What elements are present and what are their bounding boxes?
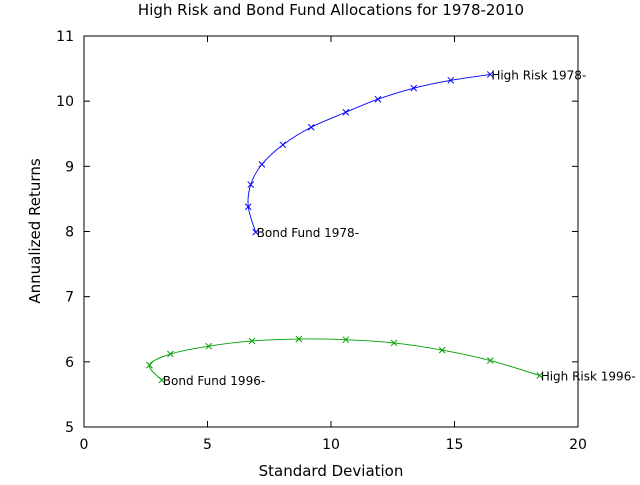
series-1 (244, 71, 494, 236)
series-layer (146, 71, 544, 384)
chart-title: High Risk and Bond Fund Allocations for … (138, 1, 524, 19)
x-tick-label: 15 (446, 437, 464, 453)
data-point-marker (486, 71, 494, 78)
data-point-marker (410, 84, 418, 92)
point-annotation: Bond Fund 1978- (257, 226, 359, 240)
data-point-marker (244, 203, 252, 211)
x-tick-label: 10 (322, 437, 340, 453)
data-point-marker (146, 361, 153, 369)
series-line (247, 74, 491, 233)
data-point-marker (167, 350, 174, 358)
annotation-layer: Bond Fund 1978- High Risk 1978- Bond Fund … (163, 68, 636, 388)
data-point-marker (374, 95, 382, 103)
data-point-marker (307, 123, 315, 131)
data-point-marker (205, 342, 213, 350)
data-point-marker (158, 376, 166, 384)
x-tick-label: 5 (203, 437, 212, 453)
y-tick-label: 11 (56, 29, 74, 45)
data-point-marker (247, 181, 255, 188)
data-point-marker (258, 161, 266, 168)
x-tick-label: 0 (80, 437, 89, 453)
data-point-marker (390, 339, 398, 347)
data-point-marker (295, 335, 303, 343)
point-annotation: Bond Fund 1996- (163, 374, 265, 388)
y-tick-label: 5 (65, 420, 74, 436)
y-tick-label: 9 (65, 159, 74, 175)
data-point-marker (536, 372, 544, 379)
y-tick-label: 6 (65, 355, 74, 371)
data-point-marker (342, 336, 350, 344)
y-tick-label: 8 (65, 225, 74, 241)
data-point-marker (447, 76, 455, 84)
data-point-marker (252, 228, 260, 236)
data-point-marker (438, 346, 446, 354)
point-annotation: High Risk 1978- (491, 68, 586, 82)
point-annotation: High Risk 1996- (541, 370, 636, 384)
x-axis-title: Standard Deviation (259, 462, 404, 480)
y-tick-label: 10 (56, 94, 74, 110)
data-point-marker (248, 337, 256, 345)
data-point-marker (342, 108, 350, 116)
data-point-marker (279, 141, 287, 149)
y-axis-title: Annualized Returns (26, 158, 44, 303)
series-2 (146, 335, 544, 384)
x-tick-label: 20 (569, 437, 587, 453)
y-tick-label: 7 (65, 290, 74, 306)
data-point-marker (486, 357, 494, 364)
